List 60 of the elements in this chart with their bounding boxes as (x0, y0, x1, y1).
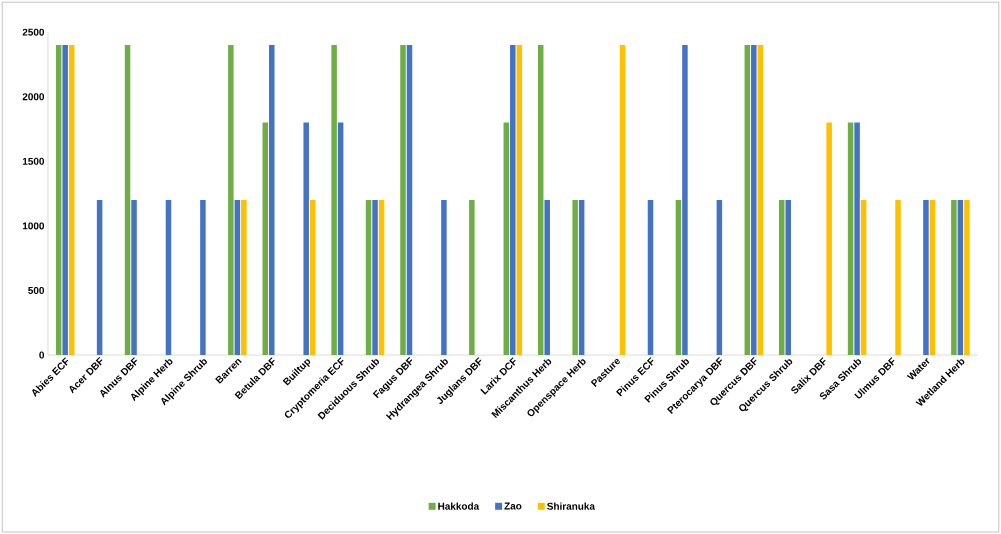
y-tick-label: 2500 (22, 28, 45, 36)
bar (744, 45, 751, 355)
bar (365, 199, 372, 355)
bar (682, 45, 688, 355)
bar (516, 45, 523, 355)
bar (923, 199, 929, 355)
bar (503, 122, 510, 355)
bar (262, 122, 269, 355)
bar (572, 199, 578, 355)
bar (269, 45, 275, 355)
bar (309, 199, 316, 355)
bar (619, 45, 626, 355)
bar (241, 199, 247, 355)
bar (372, 199, 378, 355)
bar (378, 199, 385, 355)
bar (957, 199, 964, 355)
bar (124, 45, 131, 355)
bar (337, 122, 344, 355)
bar (55, 45, 62, 355)
bar (951, 199, 957, 355)
y-tick-label: 500 (28, 286, 45, 294)
bar (757, 45, 764, 355)
bar (544, 199, 550, 355)
bar (751, 45, 757, 355)
bar (895, 199, 901, 355)
bar (964, 199, 970, 355)
bar (62, 45, 68, 355)
bar (200, 199, 206, 355)
legend-label: Zao (504, 502, 522, 510)
bar (441, 199, 447, 355)
bar (406, 45, 413, 355)
bar (131, 199, 137, 355)
legend-label: Shiranuka (547, 502, 596, 510)
bar (826, 122, 832, 355)
bar (675, 199, 682, 355)
bar (165, 199, 172, 355)
bar (469, 199, 475, 355)
bar (537, 45, 544, 355)
bar (647, 199, 654, 355)
bar (68, 45, 75, 355)
legend-label: Hakkoda (438, 502, 480, 510)
bar (303, 122, 309, 355)
bar (578, 199, 585, 355)
bar (510, 45, 516, 355)
y-tick-label: 1000 (22, 222, 45, 230)
bar (785, 199, 791, 355)
bar (778, 199, 785, 355)
bar (854, 122, 860, 355)
bar (234, 199, 241, 355)
y-tick-label: 0 (39, 351, 45, 359)
bar (331, 45, 337, 355)
bar (400, 45, 406, 355)
bar (847, 122, 854, 355)
bar (96, 199, 103, 355)
y-tick-label: 2000 (22, 93, 45, 101)
bar (929, 199, 936, 355)
y-tick-label: 1500 (22, 157, 45, 165)
bar (860, 199, 867, 355)
bar (228, 45, 234, 355)
bar (716, 199, 723, 355)
